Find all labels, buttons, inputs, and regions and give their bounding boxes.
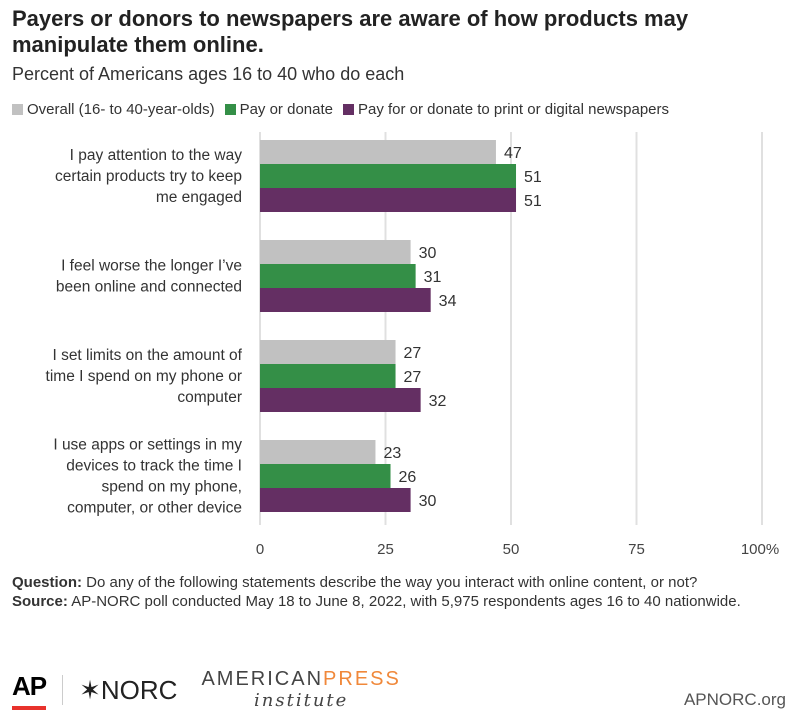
bar: [260, 264, 416, 288]
bar: [260, 288, 431, 312]
x-tick-label: 25: [377, 541, 394, 558]
data-label: 30: [419, 493, 437, 510]
category-label: computer: [177, 389, 242, 406]
category-label: I pay attention to the way: [70, 147, 243, 164]
legend-label: Overall (16- to 40-year-olds): [27, 101, 215, 118]
logo-text: institute: [254, 690, 349, 711]
category-label: time I spend on my phone or: [46, 368, 242, 385]
legend-label: Pay or donate: [239, 101, 333, 118]
category-label: I feel worse the longer I’ve: [61, 258, 242, 275]
legend: Overall (16- to 40-year-olds) Pay or don…: [12, 101, 669, 118]
legend-swatch: [342, 104, 354, 115]
x-tick-label: 100%: [741, 541, 779, 558]
category-label: me engaged: [156, 189, 242, 206]
data-label: 51: [524, 193, 542, 210]
data-label: 30: [419, 245, 437, 262]
bar: [260, 164, 517, 188]
site-label: APNORC.org: [683, 690, 786, 709]
bar: [260, 140, 496, 164]
norc-logo: ✶NORC: [79, 674, 178, 705]
category-label: I set limits on the amount of: [52, 347, 242, 364]
legend-label: Pay for or donate to print or digital ne…: [357, 101, 669, 118]
legend-item-overall: Overall (16- to 40-year-olds): [12, 101, 215, 118]
question-label: Question:: [12, 574, 82, 591]
notes: Question: Do any of the following statem…: [12, 573, 792, 611]
source-note: Source: AP-NORC poll conducted May 18 to…: [12, 592, 792, 611]
data-label: 31: [424, 269, 442, 286]
legend-item-pay: Pay or donate: [224, 101, 333, 118]
source-text: AP-NORC poll conducted May 18 to June 8,…: [67, 593, 741, 610]
data-label: 27: [404, 369, 422, 386]
category-label: spend on my phone,: [102, 479, 242, 496]
x-tick-label: 50: [503, 541, 520, 558]
data-label: 51: [524, 169, 542, 186]
data-label: 32: [429, 393, 447, 410]
data-label: 27: [404, 345, 422, 362]
logo-text: PRESS: [323, 668, 401, 690]
chart-title: Payers or donors to newspapers are aware…: [12, 6, 689, 57]
bar: [260, 440, 376, 464]
x-tick-label: 75: [628, 541, 645, 558]
logo-text: AMERICAN: [201, 668, 324, 690]
data-label: 23: [383, 445, 401, 462]
bar: [260, 464, 391, 488]
ap-logo: AP: [12, 671, 47, 710]
legend-swatch: [12, 104, 23, 115]
bar: [260, 188, 517, 212]
category-label: I use apps or settings in my: [53, 437, 242, 454]
question-text: Do any of the following statements descr…: [82, 574, 698, 591]
data-label: 26: [399, 469, 417, 486]
source-label: Source:: [12, 593, 68, 610]
x-tick-label: 0: [256, 541, 264, 558]
data-label: 34: [439, 293, 457, 310]
bar: [260, 488, 411, 512]
legend-swatch: [224, 104, 236, 115]
american-press-institute-logo: AMERICANPRESS institute: [201, 668, 400, 712]
category-label: devices to track the time I: [66, 458, 242, 475]
data-label: 47: [504, 145, 522, 162]
bar-plot: 0 25 50 75 100% I pay attention to the way cer…: [46, 132, 779, 558]
bar: [260, 340, 396, 364]
bar: [260, 240, 411, 264]
legend-item-newspapers: Pay for or donate to print or digital ne…: [342, 101, 669, 118]
chart-subtitle: Percent of Americans ages 16 to 40 who d…: [12, 64, 405, 84]
divider: [62, 675, 64, 705]
question-note: Question: Do any of the following statem…: [12, 573, 792, 592]
category-label: been online and connected: [56, 279, 242, 296]
bar: [260, 364, 396, 388]
category-label: computer, or other device: [67, 500, 242, 517]
category-label: certain products try to keep: [55, 168, 242, 185]
bar: [260, 388, 421, 412]
logos: AP ✶NORC AMERICANPRESS institute: [12, 668, 401, 712]
